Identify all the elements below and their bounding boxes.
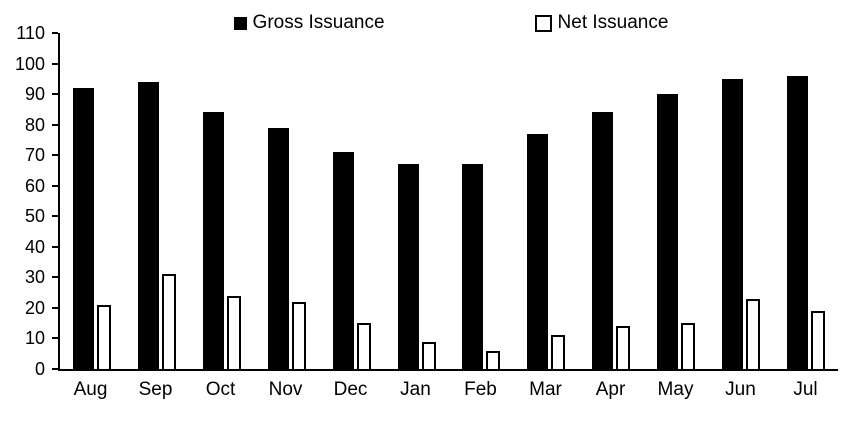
gross-issuance-bar (397, 164, 419, 369)
x-tick-label: Sep (138, 379, 173, 400)
net-issuance-swatch-icon (534, 14, 552, 32)
y-tick-label: 100 (14, 54, 45, 74)
net-issuance-bar (291, 302, 306, 369)
bar-group (138, 82, 177, 369)
y-tick-label: 90 (24, 84, 45, 104)
y-tick-mark (52, 93, 58, 95)
gross-issuance-bar (462, 164, 484, 369)
x-tick-label: Mar (529, 379, 562, 400)
y-tick-mark (52, 368, 58, 370)
legend-item-gross: Gross Issuance (233, 12, 385, 34)
y-tick-label: 60 (24, 176, 45, 196)
net-issuance-bar (227, 296, 242, 369)
net-issuance-bar (421, 342, 436, 369)
y-tick-label: 30 (24, 267, 45, 287)
gross-issuance-bar (138, 82, 160, 369)
legend-label-net: Net Issuance (557, 12, 669, 33)
y-axis: 0 10 20 30 40 50 60 70 80 90 100 110 (6, 23, 58, 379)
net-issuance-bar (356, 323, 371, 369)
gross-issuance-bar (592, 112, 614, 369)
gross-issuance-bar (267, 128, 289, 369)
bar-group (786, 76, 825, 369)
bar-group (592, 112, 631, 369)
bar-group (73, 88, 112, 369)
y-tick-label: 10 (24, 328, 45, 348)
x-tick-label: Jun (725, 379, 756, 400)
gross-issuance-bar (203, 112, 225, 369)
bar-group (527, 134, 566, 369)
net-issuance-bar (680, 323, 695, 369)
y-tick-label: 20 (24, 298, 45, 318)
y-tick-label: 110 (16, 23, 45, 43)
gross-issuance-bar (721, 79, 743, 369)
x-tick-label: Dec (333, 379, 368, 400)
y-tick-label: 80 (24, 115, 45, 135)
x-axis-labels: Aug Sep Oct Nov Dec Jan Feb Mar Apr May Jun Jul (58, 379, 838, 401)
y-tick-mark (52, 307, 58, 309)
legend-item-net: Net Issuance (534, 12, 669, 34)
y-tick-mark (52, 246, 58, 248)
gross-issuance-bar (527, 134, 549, 369)
y-tick-mark (52, 32, 58, 34)
x-tick-label: Jul (793, 379, 818, 400)
bar-group (721, 79, 760, 369)
y-tick-mark (52, 215, 58, 217)
plot-area (58, 33, 838, 371)
gross-issuance-bar (73, 88, 95, 369)
x-tick-label: Oct (205, 379, 236, 400)
net-issuance-bar (745, 299, 760, 369)
y-tick-label: 70 (24, 145, 45, 165)
bar-group (462, 164, 501, 369)
net-issuance-bar (551, 335, 566, 369)
bar-group (656, 94, 695, 369)
net-issuance-bar (810, 311, 825, 369)
gross-issuance-swatch-icon (233, 16, 247, 30)
gross-issuance-bar (786, 76, 808, 369)
y-tick-mark (52, 337, 58, 339)
bar-group (332, 152, 371, 369)
net-issuance-bar (486, 351, 501, 369)
net-issuance-bar (97, 305, 112, 369)
plot-main: Aug Sep Oct Nov Dec Jan Feb Mar Apr May Jun Jul (58, 33, 838, 401)
legend-label-gross: Gross Issuance (252, 12, 385, 33)
y-tick-label: 40 (24, 237, 45, 257)
y-tick-mark (52, 276, 58, 278)
y-tick-mark (52, 63, 58, 65)
bar-group (397, 164, 436, 369)
chart-legend: Gross Issuance Net Issuance (60, 12, 842, 34)
x-tick-label: Nov (268, 379, 303, 400)
net-issuance-bar (162, 274, 177, 369)
x-tick-label: Apr (595, 379, 626, 400)
x-tick-label: Feb (464, 379, 497, 400)
net-issuance-bar (616, 326, 631, 369)
y-tick-mark (52, 154, 58, 156)
bar-group (203, 112, 242, 369)
y-tick-mark (52, 124, 58, 126)
y-tick-mark (52, 185, 58, 187)
y-tick-label: 50 (24, 206, 45, 226)
gross-issuance-bar (656, 94, 678, 369)
gross-issuance-bar (332, 152, 354, 369)
x-tick-label: Aug (73, 379, 108, 400)
bar-group (267, 128, 306, 369)
chart-body: 0 10 20 30 40 50 60 70 80 90 100 110 Aug Sep Oct Nov De… (6, 23, 838, 401)
x-tick-label: May (657, 379, 694, 400)
x-tick-label: Jan (400, 379, 431, 400)
y-tick-label: 0 (34, 359, 45, 379)
